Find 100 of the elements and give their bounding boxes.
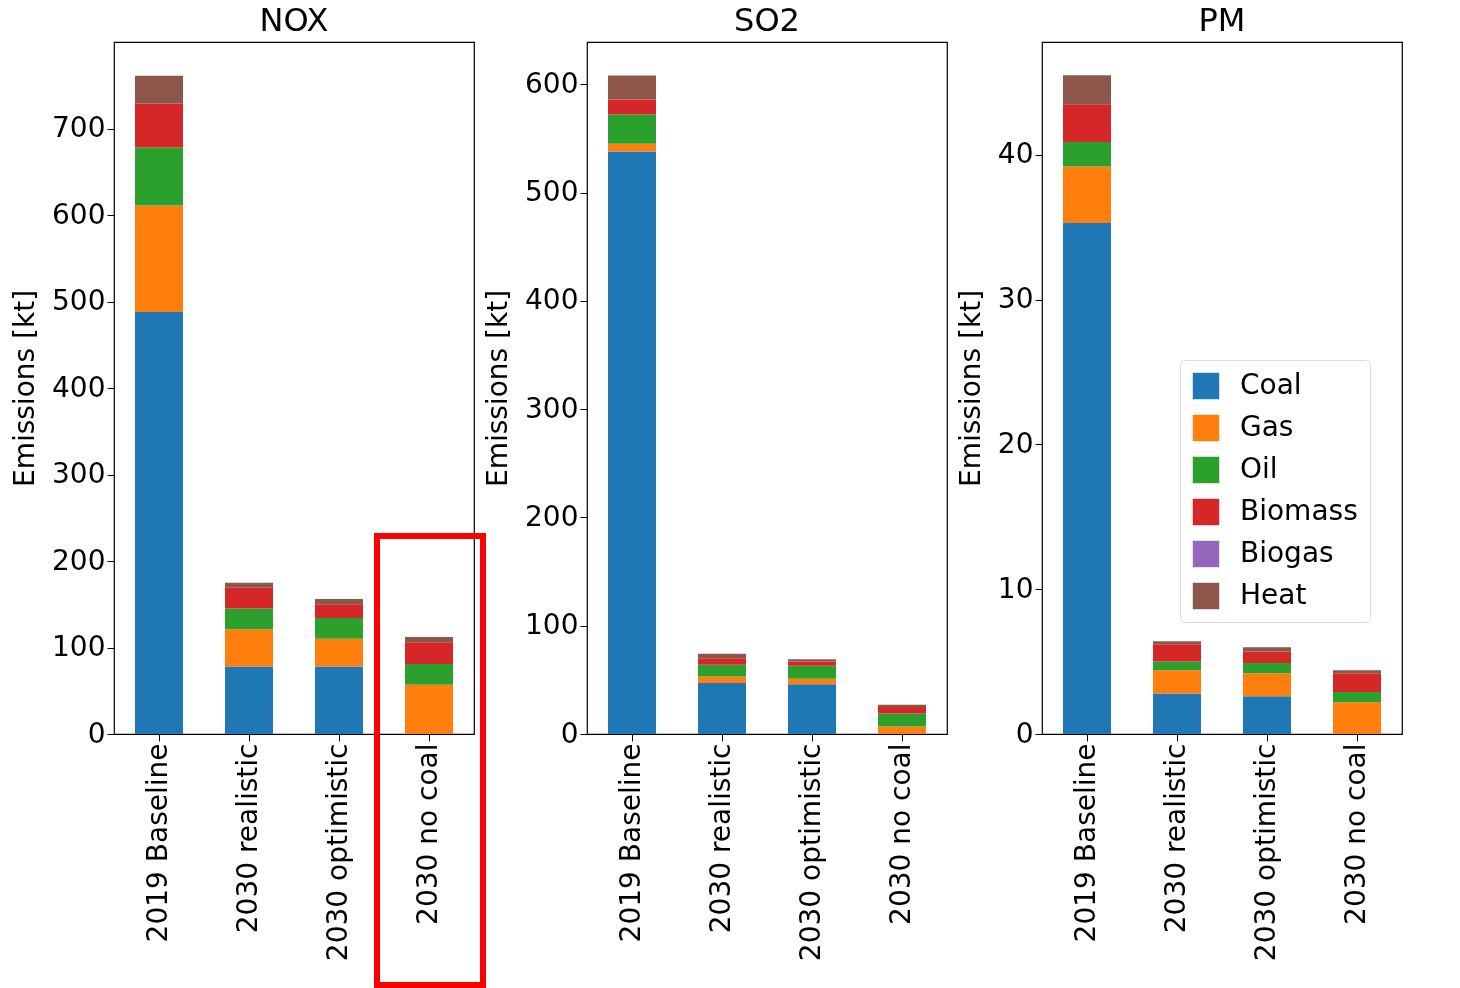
x-tick-label: 2019 Baseline <box>141 743 174 943</box>
legend-label: Coal <box>1240 368 1302 401</box>
bar <box>1063 104 1111 142</box>
bar <box>135 147 183 206</box>
bar <box>1153 641 1201 645</box>
bar <box>608 143 656 152</box>
bar <box>225 608 273 630</box>
bar <box>608 99 656 115</box>
y-tick-label: 700 <box>52 111 106 144</box>
bar <box>698 664 746 677</box>
bar <box>698 676 746 684</box>
y-tick-label: 300 <box>525 391 579 425</box>
bar <box>1333 673 1381 693</box>
y-tick-label: 0 <box>1015 716 1034 750</box>
bar <box>1153 670 1201 694</box>
bar <box>788 661 836 666</box>
bar <box>1153 693 1201 734</box>
bar <box>225 666 273 734</box>
bar <box>1243 663 1291 674</box>
bar <box>225 587 273 609</box>
bar <box>1333 692 1381 703</box>
bar <box>1333 702 1381 734</box>
bar <box>698 683 746 734</box>
bar <box>1243 696 1291 734</box>
y-tick-label: 600 <box>525 66 579 100</box>
bar <box>878 706 926 714</box>
bar <box>608 75 656 100</box>
bar <box>1063 222 1111 734</box>
y-axis-title: Emissions [kt] <box>953 289 987 488</box>
x-tick-label: 2030 optimistic <box>1249 743 1282 962</box>
y-tick-label: 40 <box>997 137 1034 171</box>
bar <box>1153 661 1201 671</box>
y-tick-label: 100 <box>525 608 579 642</box>
y-tick-label: 300 <box>52 457 106 490</box>
x-tick-label: 2030 no coal <box>411 743 444 925</box>
bar <box>135 311 183 734</box>
bar <box>315 666 363 734</box>
bar <box>1243 651 1291 664</box>
y-tick-label: 20 <box>997 426 1034 460</box>
x-tick-label: 2030 optimistic <box>794 743 827 962</box>
y-tick-label: 100 <box>52 630 106 663</box>
bar <box>1063 166 1111 223</box>
chart-title: PM <box>1198 1 1246 39</box>
legend-label: Heat <box>1240 578 1307 611</box>
bar <box>1243 647 1291 652</box>
bar <box>315 618 363 639</box>
y-tick-label: 400 <box>52 370 106 404</box>
chart-title: SO2 <box>734 1 800 39</box>
bar <box>225 629 273 667</box>
y-tick-label: 0 <box>560 716 579 750</box>
bar <box>405 642 453 664</box>
y-tick-label: 500 <box>525 175 579 209</box>
bar <box>878 726 926 734</box>
bar <box>1333 670 1381 674</box>
legend-label: Gas <box>1240 410 1294 443</box>
bar <box>608 151 656 734</box>
y-axis-title: Emissions [kt] <box>8 289 42 488</box>
bar <box>135 205 183 312</box>
y-tick-label: 200 <box>52 543 106 577</box>
bar <box>405 684 453 734</box>
x-tick-label: 2030 realistic <box>231 743 264 934</box>
x-tick-label: 2030 no coal <box>1339 743 1372 925</box>
bar <box>878 704 926 707</box>
y-tick-label: 200 <box>525 499 579 533</box>
bar <box>135 75 183 104</box>
bar <box>1063 75 1111 105</box>
bar <box>135 103 183 148</box>
x-tick-label: 2019 Baseline <box>1069 743 1102 943</box>
x-tick-label: 2030 no coal <box>884 743 917 925</box>
x-tick-label: 2030 realistic <box>704 743 737 934</box>
y-axis-title: Emissions [kt] <box>481 289 515 488</box>
bar <box>225 582 273 588</box>
bar <box>1153 644 1201 662</box>
y-tick-label: 0 <box>87 716 106 750</box>
x-tick-label: 2019 Baseline <box>614 743 647 943</box>
y-tick-label: 10 <box>997 571 1034 605</box>
x-tick-label: 2030 realistic <box>1159 743 1192 934</box>
bar <box>1063 141 1111 167</box>
x-tick-label: 2030 optimistic <box>321 743 354 962</box>
bar <box>315 599 363 605</box>
bar <box>788 678 836 685</box>
bar <box>1243 673 1291 697</box>
bar <box>405 637 453 643</box>
y-tick-label: 400 <box>525 283 579 317</box>
bar <box>788 665 836 679</box>
chart-title: NOX <box>259 1 329 39</box>
bar <box>698 658 746 665</box>
bar <box>788 659 836 662</box>
bar <box>698 653 746 659</box>
legend-label: Biomass <box>1240 494 1358 527</box>
bar <box>608 114 656 144</box>
bar <box>405 663 453 685</box>
y-tick-label: 500 <box>52 284 106 317</box>
bar <box>788 684 836 734</box>
y-tick-label: 600 <box>52 197 106 231</box>
legend-label: Biogas <box>1240 536 1334 569</box>
bar <box>878 713 926 727</box>
legend-label: Oil <box>1240 452 1278 485</box>
y-tick-label: 30 <box>997 282 1034 316</box>
bar <box>315 604 363 619</box>
